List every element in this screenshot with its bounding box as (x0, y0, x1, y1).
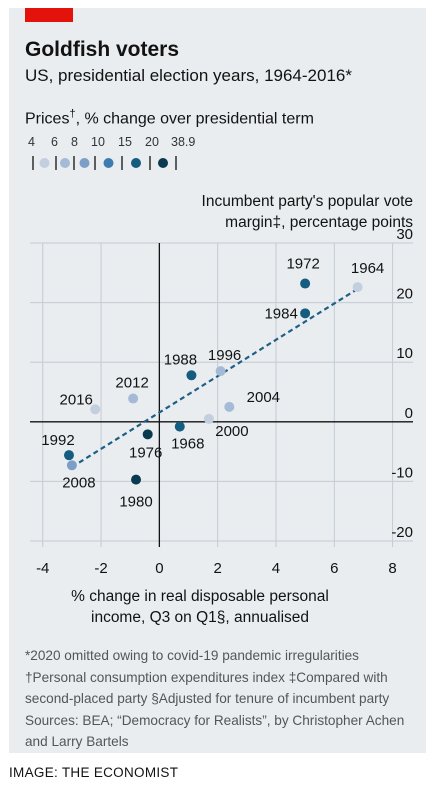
image-credit: IMAGE: THE ECONOMIST (9, 765, 179, 780)
footnote-line: †Personal consumption expenditures index… (25, 669, 388, 685)
x-axis-label: % change in real disposable personal (71, 588, 329, 605)
legend-title-suffix: , % change over presidential term (75, 110, 314, 128)
data-point-1964 (352, 282, 363, 293)
data-label-2004: 2004 (247, 389, 280, 406)
x-tick-label: 4 (272, 560, 280, 577)
y-tick-label: -20 (391, 524, 413, 541)
data-label-2012: 2012 (115, 375, 148, 392)
footnote-line: and Larry Bartels (25, 734, 129, 749)
legend-title: Prices†, % change over presidential term (25, 108, 314, 128)
data-label-1996: 1996 (208, 347, 241, 364)
x-tick-label: -2 (94, 560, 107, 577)
x-tick-label: 8 (388, 560, 396, 577)
data-label-1968: 1968 (171, 436, 204, 453)
data-label-1988: 1988 (164, 351, 197, 368)
legend-swatch (79, 158, 90, 168)
y-tick-label: -10 (391, 464, 413, 481)
legend-break-label: 38.9 (171, 135, 195, 149)
data-point-1996 (215, 366, 226, 377)
legend-swatch (158, 158, 168, 168)
legend-title-mark: † (69, 108, 76, 120)
data-point-1988 (186, 370, 197, 381)
chart-panel: Goldfish voters US, presidential electio… (9, 8, 426, 753)
data-point-2004 (224, 401, 235, 412)
data-label-2000: 2000 (215, 423, 248, 440)
data-point-1968 (174, 421, 185, 432)
chart-subtitle: US, presidential election years, 1964-20… (25, 66, 352, 85)
data-label-2016: 2016 (60, 391, 93, 408)
data-point-2008 (66, 460, 77, 471)
x-tick-label: 2 (213, 560, 221, 577)
data-label-1984: 1984 (264, 305, 297, 322)
footnote-line: second-placed party §Adjusted for tenure… (25, 691, 390, 706)
x-tick-label: 0 (155, 560, 163, 577)
y-tick-label: 0 (405, 405, 413, 422)
data-point-1972 (300, 278, 311, 289)
legend-break-label: 10 (91, 135, 105, 149)
data-label-2008: 2008 (62, 474, 95, 491)
legend-break-label: 8 (71, 135, 78, 149)
y-axis-label: Incumbent party's popular vote (202, 193, 413, 210)
data-label-1976: 1976 (129, 444, 162, 461)
y-tick-label: 20 (396, 286, 413, 303)
data-label-1992: 1992 (41, 432, 74, 449)
data-label-1980: 1980 (119, 494, 152, 511)
legend-break-label: 6 (51, 135, 58, 149)
data-point-1980 (131, 474, 142, 485)
legend-break-label: 20 (145, 135, 159, 149)
data-point-2000 (203, 413, 214, 424)
data-point-2012 (128, 393, 139, 404)
data-label-1972: 1972 (286, 256, 319, 273)
x-axis-label: income, Q3 on Q1§, annualised (91, 609, 309, 626)
legend-title-text: Prices (25, 110, 70, 128)
legend-key: 4 6 8 10 15 20 38.9 (28, 135, 195, 170)
legend-swatch (60, 158, 70, 168)
data-point-1976 (142, 429, 153, 440)
footnote-line: Sources: BEA; “Democracy for Realists”, … (25, 712, 405, 728)
data-point-1992 (63, 450, 74, 461)
footnotes: *2020 omitted owing to covid-19 pandemic… (25, 645, 425, 753)
x-tick-label: -4 (36, 560, 49, 577)
legend-swatch (131, 158, 141, 168)
legend-swatch (103, 158, 114, 168)
y-tick-label: 30 (396, 226, 413, 243)
x-tick-label: 6 (330, 560, 338, 577)
data-point-1984 (300, 308, 311, 319)
legend-break-label: 15 (118, 135, 132, 149)
trendline (71, 287, 359, 469)
data-point-2016 (90, 404, 101, 415)
chart-title: Goldfish voters (25, 38, 180, 61)
data-label-1964: 1964 (351, 260, 384, 277)
footnote-line: *2020 omitted owing to covid-19 pandemic… (25, 648, 359, 663)
legend-break-label: 4 (28, 135, 35, 149)
legend-swatch (39, 158, 50, 168)
y-tick-label: 10 (396, 345, 413, 362)
brand-red-tag (25, 8, 73, 22)
y-axis-label: margin‡, percentage points (225, 214, 413, 231)
